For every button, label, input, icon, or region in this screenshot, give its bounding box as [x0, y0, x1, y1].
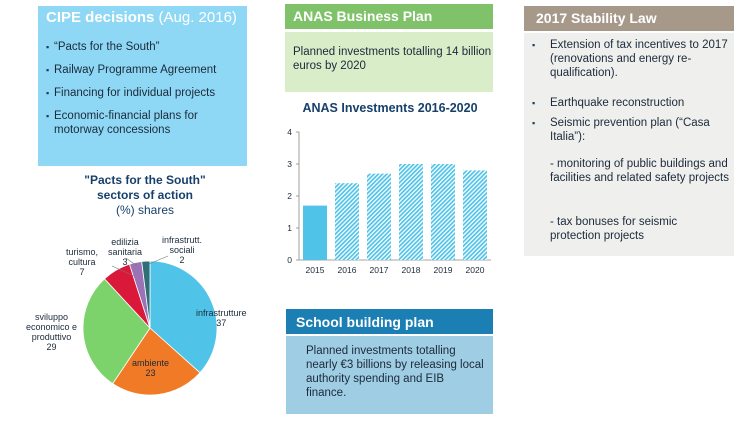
bullet-icon: ▪ — [532, 98, 536, 108]
pie-label-line: 2 — [179, 255, 185, 265]
stability-item: ▪ Seismic prevention plan (“Casa Italia”)… — [532, 117, 710, 143]
pie-label-line: ambiente — [132, 358, 170, 368]
pie-label-line: edilizia — [111, 237, 139, 247]
bar-2018 — [399, 164, 423, 260]
y-tick-label: 1 — [287, 223, 292, 233]
bullet-icon: ▪ — [532, 40, 536, 50]
anas-header: ANAS Business Plan — [285, 4, 493, 29]
cipe-list: “Pacts for the South” Railway Programme … — [46, 40, 244, 146]
pie-leader-line-0 — [111, 265, 135, 277]
pie-label-line: turismo, — [66, 247, 99, 257]
stability-item: ▪ Extension of tax incentives to 2017 (re… — [532, 39, 728, 79]
x-tick-label: 2020 — [466, 265, 485, 275]
bar-2020 — [463, 170, 487, 260]
x-tick-label: 2016 — [338, 265, 357, 275]
bar-chart-title: ANAS Investments 2016-2020 — [302, 101, 478, 115]
bullet-icon: ▪ — [532, 118, 536, 128]
x-tick-label: 2018 — [402, 265, 421, 275]
stability-subitem: - monitoring of public buildings and fac… — [550, 158, 729, 184]
stability-subitem: - tax bonuses for seismic protection pro… — [550, 216, 678, 242]
pie-label-line: sociali — [169, 245, 195, 255]
pie-label-line: 3 — [122, 257, 128, 267]
pie-label-sviluppo: sviluppo economico e produttivo 29 — [26, 312, 77, 352]
x-tick-label: 2015 — [306, 265, 325, 275]
stability-header: 2017 Stability Law — [524, 6, 734, 31]
anas-bar-chart: 0 1 2 3 4 2015 2016 2017 2018 2019 2020 — [287, 127, 491, 275]
pie-label-line: 37 — [216, 318, 227, 328]
x-tick-label: 2019 — [434, 265, 453, 275]
anas-body: Planned investments totalling 14 billion… — [285, 32, 493, 92]
pie-label-line: 29 — [46, 342, 57, 352]
school-header: School building plan — [286, 309, 493, 334]
pie-label-line: 7 — [79, 267, 85, 277]
school-body: Planned investments totalling nearly €3 … — [286, 336, 493, 414]
cipe-item: Financing for individual projects — [46, 86, 244, 100]
pie-label-line: sviluppo — [35, 312, 69, 322]
pie-chart-title: "Pacts for the South" sectors of action … — [84, 173, 206, 217]
pie-slice-5 — [141, 260, 151, 329]
cipe-title: CIPE decisions (Aug. 2016) — [46, 9, 237, 26]
bar-2015 — [303, 205, 327, 260]
pie-label-line: economico e — [26, 322, 78, 332]
pie-label-line: produttivo — [31, 332, 72, 342]
pie-label-line: 23 — [145, 368, 156, 378]
pie-label-edilizia: edilizia sanitaria 3 — [108, 237, 142, 267]
bar-2016 — [335, 183, 359, 260]
stability-body: ▪ Extension of tax incentives to 2017 (re… — [524, 33, 734, 256]
pie-label-sociali: infrastrutt. sociali 2 — [162, 235, 202, 265]
pie-label-ambiente: ambiente 23 — [132, 358, 169, 378]
x-tick-label: 2017 — [370, 265, 389, 275]
pie-label-line: cultura — [68, 257, 96, 267]
pie-label-line: infrastrutt. — [162, 235, 203, 245]
pie-label-turismo: turismo, cultura 7 — [66, 247, 98, 277]
stability-item: ▪ Earthquake reconstruction — [532, 97, 685, 109]
pie-label-line: sanitaria — [108, 247, 143, 257]
cipe-item: “Pacts for the South” — [46, 40, 244, 54]
pie-slice-3 — [103, 263, 151, 329]
pie-slice-4 — [128, 261, 151, 329]
bar-2017 — [367, 173, 391, 260]
y-tick-label: 4 — [287, 127, 292, 137]
y-tick-label: 0 — [287, 255, 292, 265]
cipe-decisions-panel: CIPE decisions (Aug. 2016) “Pacts for th… — [38, 6, 247, 166]
cipe-item: Economic-financial plans for motorway co… — [46, 109, 244, 137]
pie-label-line: infrastrutture — [196, 308, 247, 318]
y-tick-label: 2 — [287, 191, 292, 201]
y-tick-label: 3 — [287, 159, 292, 169]
cipe-item: Railway Programme Agreement — [46, 63, 244, 77]
pie-label-infrastrutture: infrastrutture 37 — [196, 308, 247, 328]
bar-2019 — [431, 164, 455, 260]
